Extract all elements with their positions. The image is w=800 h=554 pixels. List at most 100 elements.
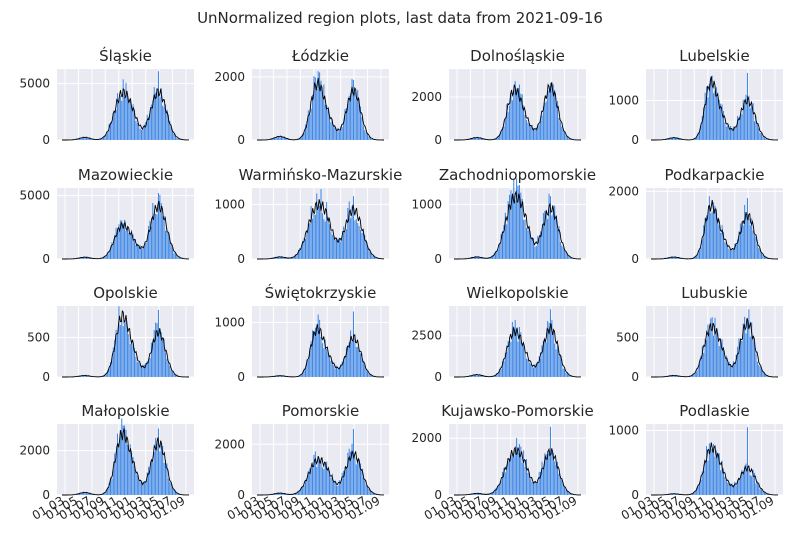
bar bbox=[527, 230, 528, 259]
bar bbox=[340, 241, 341, 259]
bar bbox=[322, 343, 323, 377]
bar bbox=[342, 236, 343, 259]
bar bbox=[557, 230, 558, 259]
bar bbox=[748, 309, 749, 377]
bar bbox=[335, 369, 336, 377]
bar bbox=[560, 122, 561, 140]
bar bbox=[172, 371, 173, 377]
bar bbox=[323, 219, 324, 259]
bar bbox=[364, 480, 365, 495]
bar bbox=[176, 138, 177, 140]
bar bbox=[707, 212, 708, 259]
bar bbox=[168, 362, 169, 377]
bar bbox=[522, 463, 523, 495]
bar bbox=[549, 454, 550, 495]
bar bbox=[758, 128, 759, 140]
bar bbox=[321, 337, 322, 377]
bar bbox=[164, 463, 165, 495]
bar bbox=[526, 228, 527, 259]
bar bbox=[744, 205, 745, 259]
y-tick-label: 2000 bbox=[19, 444, 50, 458]
bar bbox=[727, 363, 728, 377]
bar bbox=[564, 132, 565, 140]
bar bbox=[536, 484, 537, 495]
bar bbox=[744, 468, 745, 495]
bar bbox=[325, 105, 326, 140]
bar bbox=[326, 105, 327, 140]
bar bbox=[165, 231, 166, 259]
bar bbox=[356, 100, 357, 140]
bar bbox=[107, 132, 108, 140]
bar bbox=[152, 462, 153, 495]
bar bbox=[308, 360, 309, 377]
bar bbox=[510, 454, 511, 495]
bar bbox=[322, 467, 323, 495]
bar bbox=[530, 237, 531, 259]
bar bbox=[525, 467, 526, 495]
bar bbox=[750, 475, 751, 495]
bar bbox=[523, 220, 524, 259]
bar bbox=[342, 127, 343, 140]
bar bbox=[155, 214, 156, 259]
bar bbox=[518, 453, 519, 495]
bar bbox=[121, 101, 122, 140]
y-tick-label: 0 bbox=[631, 370, 639, 384]
bar bbox=[695, 491, 696, 495]
bar bbox=[168, 478, 169, 495]
bar bbox=[347, 208, 348, 259]
bar bbox=[360, 230, 361, 259]
bar bbox=[349, 449, 350, 495]
bar bbox=[316, 328, 317, 377]
bar bbox=[730, 126, 731, 140]
bar bbox=[556, 103, 557, 140]
bar bbox=[707, 461, 708, 495]
bar bbox=[519, 327, 520, 377]
bar bbox=[512, 455, 513, 495]
bar bbox=[328, 110, 329, 140]
bar bbox=[703, 470, 704, 495]
bar bbox=[754, 121, 755, 140]
bar bbox=[349, 201, 350, 259]
y-tick-label: 500 bbox=[616, 331, 639, 345]
bar bbox=[696, 371, 697, 377]
bar bbox=[541, 462, 542, 495]
bar bbox=[715, 91, 716, 140]
panel-13: Pomorskie0200001.0301.0501.0701.0901.110… bbox=[214, 402, 389, 523]
figure-suptitle: UnNormalized region plots, last data fro… bbox=[197, 9, 603, 27]
bar bbox=[311, 467, 312, 495]
y-tick-label: 0 bbox=[631, 133, 639, 147]
bar bbox=[710, 78, 711, 140]
y-tick-label: 0 bbox=[42, 133, 50, 147]
y-tick-label: 1000 bbox=[608, 94, 639, 108]
bar bbox=[333, 126, 334, 141]
bar bbox=[154, 330, 155, 377]
bar bbox=[306, 233, 307, 259]
bar bbox=[329, 357, 330, 377]
panel-title: Zachodniopomorskie bbox=[439, 166, 596, 184]
bar bbox=[762, 491, 763, 495]
bar bbox=[325, 465, 326, 495]
bar bbox=[764, 137, 765, 140]
y-tick-label: 2000 bbox=[608, 184, 639, 198]
y-tick-label: 0 bbox=[434, 133, 442, 147]
bar bbox=[527, 359, 528, 377]
bar bbox=[366, 132, 367, 140]
bar bbox=[313, 331, 314, 377]
y-tick-label: 2000 bbox=[214, 70, 245, 84]
bar bbox=[551, 215, 552, 259]
bar bbox=[544, 103, 545, 140]
bar bbox=[726, 481, 727, 495]
bar bbox=[747, 318, 748, 377]
bar bbox=[746, 333, 747, 377]
bar bbox=[80, 138, 81, 140]
bar bbox=[367, 371, 368, 377]
bar bbox=[127, 228, 128, 259]
bar bbox=[499, 243, 500, 259]
bar bbox=[549, 91, 550, 140]
bar bbox=[472, 258, 473, 259]
bar bbox=[546, 342, 547, 377]
bar bbox=[118, 443, 119, 495]
bar bbox=[329, 224, 330, 259]
